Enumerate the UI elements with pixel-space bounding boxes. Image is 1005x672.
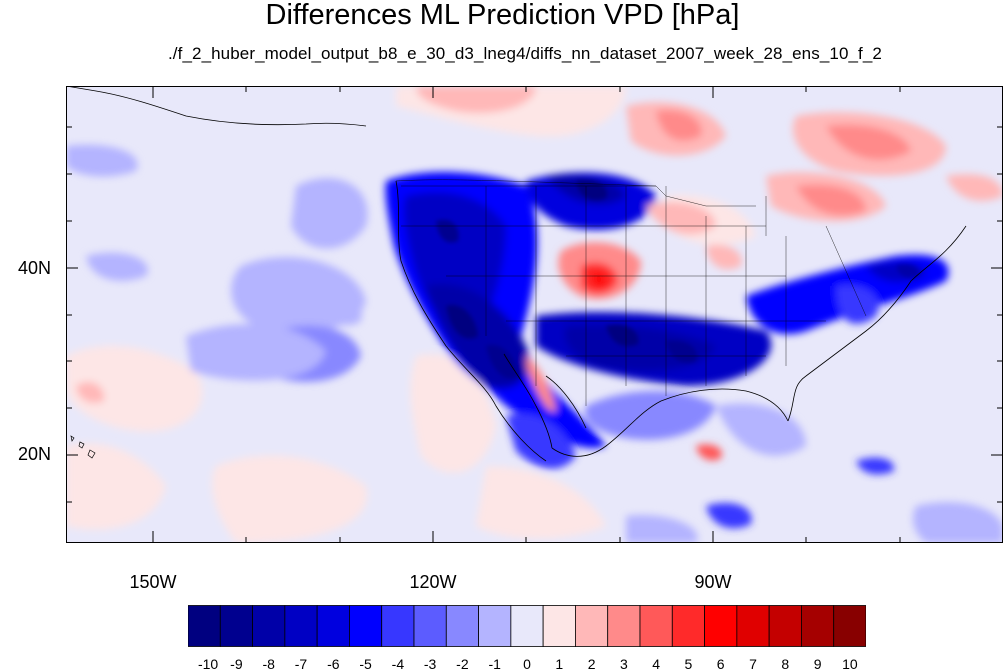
colorbar-box [736,605,770,647]
colorbar-tick-label: -10 [197,656,219,672]
colorbar-box [607,605,641,647]
lon-label-90w: 90W [694,572,732,592]
map-plot-area [66,86,1003,543]
colorbar-box [187,605,221,647]
colorbar-box [349,605,383,647]
colorbar-box [542,605,576,647]
colorbar-tick-label: 4 [652,656,660,672]
colorbar-tick-label: 1 [555,656,564,672]
colorbar-box [704,605,738,647]
colorbar-tick-label: 10 [842,656,858,672]
colorbar-tick-label: -4 [391,656,405,672]
colorbar [187,605,867,647]
lat-ticks [66,126,1003,503]
colorbar-tick-label: -5 [359,656,372,672]
colorbar-tick-label: 9 [813,656,822,672]
colorbar-box [219,605,253,647]
colorbar-tick-label: 6 [716,656,725,672]
colorbar-box [478,605,512,647]
colorbar-tick-label: -7 [294,656,308,672]
colorbar-box [284,605,318,647]
colorbar-tick-label: -6 [327,656,340,672]
colorbar-tick-label: -9 [230,656,243,672]
colorbar-box [316,605,350,647]
lon-ticks [152,86,901,543]
colorbar-tick-label: -1 [488,656,501,672]
colorbar-tick-label: -3 [423,656,437,672]
colorbar-tick-label: 0 [523,656,531,672]
colorbar-box [381,605,415,647]
colorbar-tick-label: 5 [684,656,693,672]
colorbar-box [510,605,544,647]
colorbar-box [445,605,479,647]
colorbar-box [413,605,447,647]
state-borders [395,179,867,406]
colorbar-box [639,605,673,647]
map-subtitle: ./f_2_huber_model_output_b8_e_30_d3_lneg… [167,44,882,63]
colorbar-tick-label: 3 [619,656,628,672]
colorbar-tick-label: 2 [587,656,596,672]
lon-label-120w: 120W [409,572,457,592]
colorbar-box [575,605,609,647]
colorbar-box [671,605,705,647]
field-contours [66,86,1003,543]
colorbar-box [801,605,835,647]
colorbar-tick-label: 7 [749,656,757,672]
colorbar-box [768,605,802,647]
vpd-difference-map [66,86,1003,543]
colorbar-box [833,605,867,647]
field-detail [436,180,919,379]
map-title: Differences ML Prediction VPD [hPa] [265,0,740,31]
colorbar-tick-label: -8 [262,656,275,672]
lat-label-20n: 20N [18,444,52,464]
colorbar-boxes [187,605,867,647]
colorbar-box [252,605,286,647]
colorbar-tick-label: 8 [781,656,790,672]
coastlines [66,86,967,462]
hawaii-islands [70,435,96,459]
lon-label-150w: 150W [129,572,177,592]
lat-label-40n: 40N [18,258,52,278]
colorbar-tick-label: -2 [456,656,469,672]
